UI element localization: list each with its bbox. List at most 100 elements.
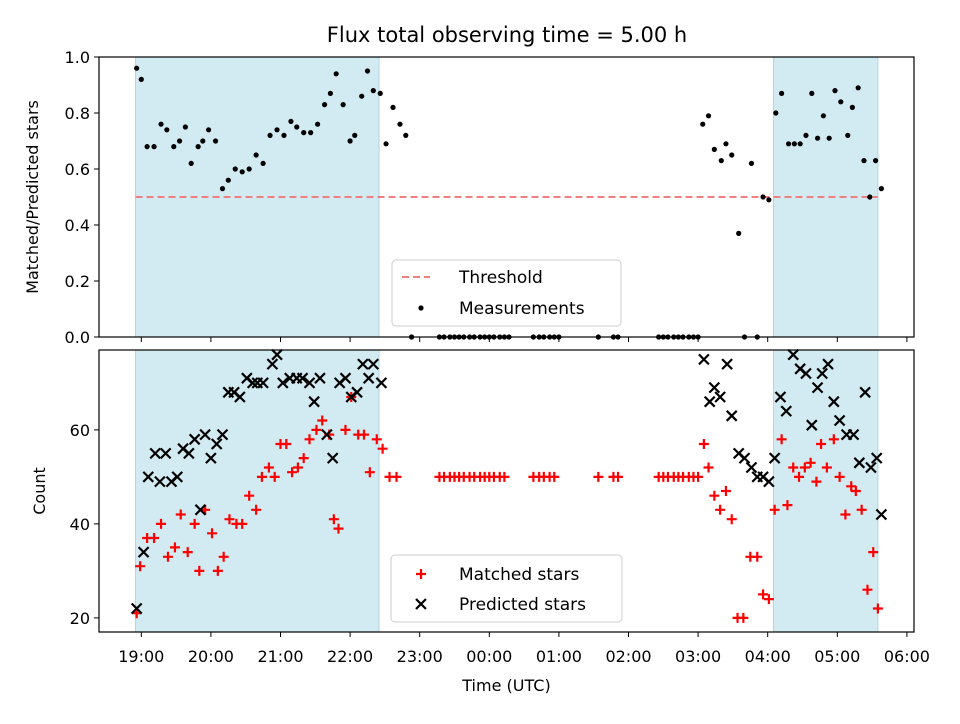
- matched-star-point: [359, 429, 370, 440]
- y-tick-label: 20: [70, 609, 90, 628]
- predicted-star-point: [745, 461, 758, 474]
- x-tick-label: 19:00: [118, 647, 164, 666]
- measurement-point: [315, 121, 321, 127]
- matched-star-point: [593, 471, 604, 482]
- measurement-point: [267, 132, 273, 138]
- predicted-star-point: [246, 377, 259, 389]
- measurement-point: [219, 186, 226, 192]
- measurement-point: [383, 141, 389, 147]
- y-tick-label: 1.0: [65, 48, 90, 67]
- predicted-star-point: [787, 348, 799, 361]
- measurement-point: [253, 152, 259, 158]
- matched-star-point: [162, 551, 173, 562]
- matched-star-point: [709, 490, 720, 501]
- measurement-point: [397, 121, 403, 127]
- measurement-point: [195, 144, 201, 150]
- predicted-star-point: [357, 358, 369, 370]
- matched-star-point: [758, 589, 769, 600]
- matched-star-point: [256, 471, 267, 482]
- matched-star-point: [135, 561, 146, 572]
- matched-star-point: [189, 518, 200, 529]
- matched-star-point: [212, 565, 223, 576]
- measurement-point: [171, 144, 177, 150]
- predicted-star-point: [870, 452, 883, 464]
- measurement-point: [700, 121, 706, 127]
- matched-star-point: [224, 514, 235, 525]
- measurement-point: [390, 104, 396, 110]
- legend-matched-marker: [416, 569, 426, 579]
- matched-star-point: [726, 514, 737, 525]
- matched-star-point: [333, 523, 344, 534]
- predicted-star-point: [171, 471, 184, 483]
- y-axis-label: Matched/Predicted stars: [23, 100, 42, 294]
- matched-star-point: [244, 490, 255, 501]
- measurement-point: [723, 141, 729, 147]
- matched-star-point: [317, 415, 328, 426]
- predicted-star-point: [130, 602, 143, 615]
- predicted-star-point: [277, 377, 289, 389]
- matched-star-point: [828, 434, 839, 445]
- measurement-point: [134, 65, 140, 71]
- measurement-point: [748, 160, 755, 166]
- matched-star-point: [738, 612, 749, 623]
- predicted-star-point: [339, 372, 352, 384]
- measurement-point: [138, 76, 144, 82]
- predicted-star-point: [859, 386, 871, 399]
- measurement-point: [849, 104, 855, 110]
- measurement-point: [321, 102, 328, 108]
- matched-star-point: [287, 467, 298, 478]
- predicted-star-point: [800, 367, 812, 380]
- matched-star-point: [834, 471, 845, 482]
- y-tick-label: 60: [70, 421, 90, 440]
- matched-star-point: [340, 424, 351, 435]
- matched-star-point: [872, 603, 883, 614]
- measurement-point: [814, 135, 821, 141]
- legend-threshold-label: Threshold: [458, 268, 543, 288]
- measurement-point: [377, 90, 383, 96]
- y-tick-label: 0.6: [65, 160, 90, 179]
- predicted-star-point: [142, 471, 155, 483]
- matched-star-point: [846, 481, 857, 492]
- predicted-star-point: [714, 391, 726, 403]
- measurement-point: [826, 135, 832, 141]
- x-tick-label: 20:00: [188, 647, 234, 666]
- predicted-star-point: [199, 428, 211, 441]
- measurement-point: [301, 130, 307, 136]
- matched-star-point: [788, 462, 799, 473]
- predicted-star-point: [698, 353, 710, 366]
- matched-star-point: [149, 533, 160, 543]
- predicted-star-point: [738, 452, 751, 464]
- matched-star-point: [805, 457, 816, 468]
- legend-box: [391, 259, 622, 327]
- matched-star-point: [298, 453, 309, 464]
- measurement-point: [352, 132, 358, 138]
- measurement-point: [867, 194, 873, 200]
- measurement-point: [878, 186, 884, 192]
- matched-star-point: [364, 467, 375, 478]
- predicted-star-point: [149, 447, 161, 460]
- measurement-point: [188, 160, 194, 166]
- predicted-star-point: [271, 348, 283, 361]
- predicted-star-point: [205, 452, 217, 464]
- shaded-region: [773, 349, 879, 633]
- predicted-star-point: [763, 475, 775, 488]
- predicted-star-point: [806, 419, 818, 431]
- predicted-star-point: [853, 457, 866, 469]
- x-tick-label: 00:00: [466, 647, 512, 666]
- matched-star-point: [840, 509, 851, 520]
- x-tick-label: 04:00: [745, 647, 791, 666]
- measurement-point: [803, 132, 809, 138]
- matched-star-point: [613, 471, 624, 482]
- predicted-star-point: [188, 433, 201, 446]
- measurement-point: [832, 88, 838, 94]
- matched-star-point: [549, 471, 560, 482]
- y-axis-label: Count: [30, 467, 49, 515]
- matched-star-point: [693, 471, 704, 482]
- measurement-point: [340, 102, 346, 108]
- measurement-point: [855, 85, 861, 91]
- x-axis-label: Time (UTC): [461, 676, 550, 695]
- matched-star-point: [169, 542, 180, 553]
- predicted-star-point: [314, 372, 326, 384]
- predicted-star-point: [847, 428, 860, 441]
